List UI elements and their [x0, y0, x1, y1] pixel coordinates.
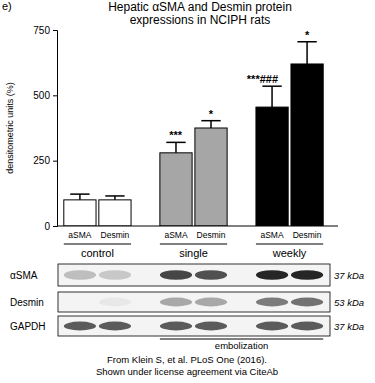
plot-area — [64, 42, 323, 226]
y-tick: 500 — [33, 90, 57, 101]
error-bar-cap — [166, 142, 185, 144]
error-bar-cap — [297, 41, 316, 43]
y-axis-line — [53, 31, 58, 227]
blot-size-label: 53 kDa — [334, 297, 364, 308]
bar — [99, 200, 131, 226]
error-bar-cap — [262, 85, 281, 87]
error-bar — [297, 42, 316, 64]
y-tick: 750 — [33, 25, 57, 36]
blot-row-label: GAPDH — [10, 321, 46, 332]
error-bar-cap — [70, 193, 89, 195]
panel-label: e) — [2, 0, 12, 12]
treatment-label: embolization — [215, 340, 268, 351]
bar — [256, 107, 288, 226]
bar — [291, 64, 323, 226]
blot-band — [256, 322, 288, 331]
x-axis-line — [57, 226, 338, 227]
y-axis: 0 250 500 750 — [33, 25, 57, 232]
blot-band — [99, 298, 131, 307]
blot-band — [99, 322, 131, 331]
blot-band — [160, 298, 192, 307]
blot-band — [291, 322, 323, 331]
x-tick-label: aSMA — [68, 230, 91, 240]
title: Hepatic αSMA and Desmin protein — [108, 0, 292, 14]
x-tick-label: Desmin — [197, 230, 226, 240]
annotation: ***### — [247, 73, 278, 85]
blot-band — [160, 322, 192, 331]
blot-row-label: αSMA — [10, 270, 38, 281]
y-tick-mark — [53, 95, 57, 96]
error-bar-cap — [201, 120, 220, 122]
blot-frame — [58, 292, 330, 312]
y-tick-mark — [53, 30, 57, 31]
blot-band — [99, 270, 131, 280]
error-bar — [201, 121, 220, 128]
blot-band — [195, 270, 227, 280]
bar — [64, 200, 96, 226]
y-tick-label: 750 — [33, 25, 50, 36]
group-label: single — [179, 247, 208, 259]
bar — [160, 153, 192, 226]
x-tick-label: aSMA — [164, 230, 187, 240]
source-caption: Shown under license agreement via CiteAb — [96, 366, 278, 377]
blot-frame — [58, 264, 330, 286]
blot-band — [256, 270, 288, 280]
blot-band — [195, 322, 227, 331]
blot-frame — [58, 316, 330, 336]
blot-row — [58, 316, 330, 336]
blot-row — [58, 264, 330, 286]
blot-size-label: 37 kDa — [334, 270, 364, 281]
blot-row — [58, 292, 330, 312]
group-bracket — [160, 244, 227, 245]
group-label: control — [81, 247, 114, 259]
error-bar-stem — [175, 142, 177, 152]
blot-band — [64, 322, 96, 331]
y-tick-label: 0 — [44, 221, 50, 232]
y-tick: 0 — [44, 221, 57, 232]
bar — [195, 128, 227, 226]
blot-band — [64, 270, 96, 280]
group-bracket — [64, 244, 131, 245]
x-tick-label: Desmin — [101, 230, 130, 240]
source-caption: From Klein S, et al. PLoS One (2016). — [107, 354, 267, 365]
x-tick-label: aSMA — [260, 230, 283, 240]
blot-band — [160, 270, 192, 280]
group-label: weekly — [272, 247, 307, 259]
y-tick-mark — [53, 226, 57, 227]
y-tick-label: 500 — [33, 90, 50, 101]
error-bar-stem — [79, 194, 81, 200]
y-axis-label: densitometric units (%) — [5, 82, 15, 174]
error-bar — [262, 86, 281, 107]
error-bar-cap — [105, 195, 124, 197]
title: expressions in NCIPH rats — [130, 13, 271, 27]
figure: e) Hepatic αSMA and Desmin proteinexpress… — [0, 0, 375, 383]
error-bar-stem — [210, 121, 212, 128]
x-tick-label: Desmin — [293, 230, 322, 240]
y-tick: 250 — [33, 155, 57, 166]
annotation: * — [305, 29, 310, 41]
error-bar — [70, 194, 89, 200]
blot-row-label: Desmin — [10, 297, 44, 308]
group-bracket — [256, 244, 323, 245]
error-bar-stem — [271, 86, 273, 107]
y-tick-mark — [53, 161, 57, 162]
y-tick-label: 250 — [33, 155, 50, 166]
error-bar — [166, 142, 185, 152]
blot-band — [291, 270, 323, 280]
error-bar — [105, 196, 124, 200]
blot-band — [256, 298, 288, 307]
blot-band — [291, 298, 323, 307]
blot-size-label: 37 kDa — [334, 321, 364, 332]
error-bar-stem — [306, 42, 308, 64]
annotation: *** — [169, 129, 183, 141]
blot-band — [195, 298, 227, 307]
annotation: * — [209, 108, 214, 120]
